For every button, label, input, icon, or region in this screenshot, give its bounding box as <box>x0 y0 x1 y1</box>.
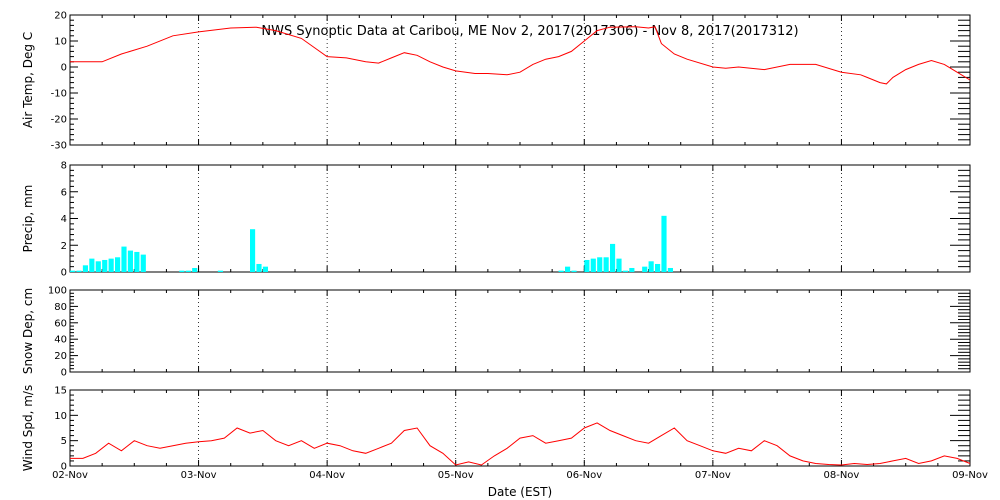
panel-snow: 0 20 40 60 80 100 Snow Dep, cm <box>21 286 971 379</box>
precip-bar <box>192 267 198 272</box>
panel-frame <box>69 289 971 373</box>
y-tick-label: 8 <box>61 161 67 172</box>
precip-bar <box>102 259 108 272</box>
panel-wind: 0 5 10 15 Wind Spd, m/s <box>21 385 971 473</box>
x-tick-label: 02-Nov <box>52 470 88 481</box>
precip-bar <box>185 270 191 272</box>
y-tick-label: 10 <box>54 411 67 422</box>
y-axis-label-snow: Snow Dep, cm <box>21 288 35 374</box>
precip-bar <box>590 258 596 272</box>
precip-bar <box>597 257 603 272</box>
precip-bar <box>661 215 667 272</box>
x-tick-label: 06-Nov <box>566 470 602 481</box>
panel-frame <box>69 389 971 467</box>
precip-bar <box>667 267 673 272</box>
y-tick-label: 40 <box>54 335 67 346</box>
y-axis-label-precip: Precip, mm <box>21 185 35 253</box>
precip-bar <box>642 266 648 272</box>
precip-bar <box>140 254 146 272</box>
precip-bar <box>655 263 661 272</box>
precip-bar <box>262 266 268 272</box>
panel-temp: -30 -20 -10 0 10 20 Air Temp, Deg C <box>21 11 971 152</box>
x-tick-label: 04-Nov <box>309 470 345 481</box>
precip-bar <box>565 266 571 272</box>
x-axis-label: Date (EST) <box>488 485 552 499</box>
series-line-temp <box>70 26 971 85</box>
precip-bar <box>629 267 635 272</box>
precip-bar <box>82 265 88 272</box>
chart-panels: -30 -20 -10 0 10 20 Air Temp, Deg C 0 2 4 6 8 Precip… <box>21 11 988 482</box>
precip-bar <box>108 258 114 272</box>
precip-bar <box>622 270 628 272</box>
x-tick-label: 05-Nov <box>438 470 474 481</box>
y-tick-label: 0 <box>61 268 67 279</box>
precip-bar <box>610 243 616 272</box>
precip-bar <box>134 251 140 272</box>
precip-bar <box>89 258 95 272</box>
precip-bar <box>95 261 101 272</box>
y-axis-label-temp: Air Temp, Deg C <box>21 32 35 128</box>
y-tick-label: 2 <box>61 241 67 252</box>
y-tick-label: 0 <box>61 63 67 74</box>
series-line-wind <box>70 422 971 466</box>
precip-bar <box>217 270 223 272</box>
y-tick-label: 100 <box>48 286 67 297</box>
precip-bar <box>603 257 609 272</box>
x-tick-label: 09-Nov <box>952 470 988 481</box>
y-tick-label: 60 <box>54 318 67 329</box>
precip-bar <box>558 270 564 272</box>
precip-bar <box>250 229 256 272</box>
chart-title: NWS Synoptic Data at Caribou, ME Nov 2, … <box>261 24 798 39</box>
panel-frame <box>69 164 971 273</box>
y-tick-label: 0 <box>61 462 67 473</box>
precip-bar <box>648 261 654 272</box>
y-tick-label: 5 <box>61 436 67 447</box>
precip-bar <box>571 270 577 272</box>
y-tick-label: -30 <box>51 141 67 152</box>
precip-bar <box>76 270 82 272</box>
y-tick-label: 4 <box>61 214 67 225</box>
precip-bar <box>179 270 185 272</box>
y-tick-label: 10 <box>54 37 67 48</box>
y-tick-label: 20 <box>54 11 67 22</box>
y-axis-label-wind: Wind Spd, m/s <box>21 385 35 471</box>
precip-bar <box>115 257 121 272</box>
panel-precip: 0 2 4 6 8 Precip, mm <box>21 161 971 279</box>
y-tick-label: 80 <box>54 302 67 313</box>
precip-bar <box>127 250 133 272</box>
x-tick-label: 07-Nov <box>695 470 731 481</box>
precip-bar <box>121 246 127 272</box>
y-tick-label: 15 <box>54 386 67 397</box>
precip-bar <box>256 263 262 272</box>
precip-bar <box>616 258 622 272</box>
y-tick-label: -20 <box>51 115 67 126</box>
y-tick-label: 20 <box>54 351 67 362</box>
y-tick-label: -10 <box>51 89 67 100</box>
y-tick-label: 0 <box>61 368 67 379</box>
precip-bar <box>584 259 590 272</box>
x-tick-label: 08-Nov <box>823 470 859 481</box>
x-tick-label: 03-Nov <box>181 470 217 481</box>
y-tick-label: 6 <box>61 187 67 198</box>
precip-bar <box>70 270 76 272</box>
